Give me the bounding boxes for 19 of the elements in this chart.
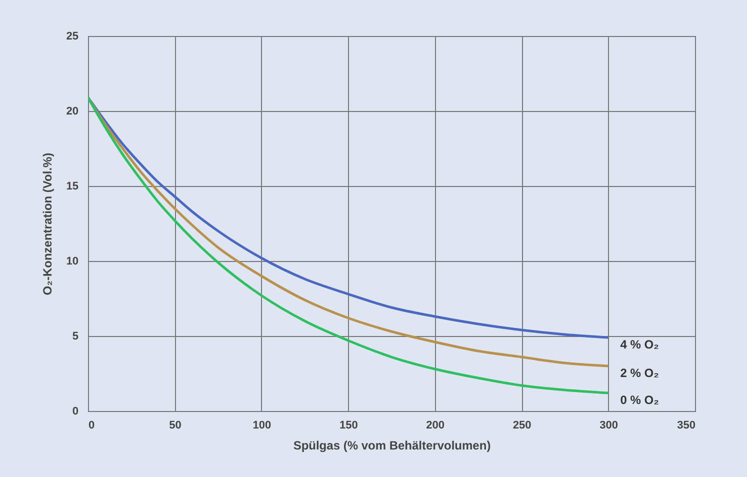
y-tick-label: 10: [66, 256, 78, 268]
x-tick-label: 350: [677, 420, 696, 432]
x-tick-label: 250: [512, 420, 532, 432]
y-tick-label: 20: [66, 106, 78, 118]
y-tick-label: 5: [72, 330, 78, 342]
x-tick-label: 300: [600, 420, 618, 432]
y-tick-label: 15: [66, 180, 78, 192]
x-tick-label: 200: [426, 420, 445, 432]
x-tick-label: 50: [169, 420, 182, 432]
x-tick-label: 100: [252, 420, 272, 432]
y-axis-title: O₂-Konzentration (Vol.%): [40, 152, 54, 296]
x-tick-label: 150: [339, 420, 358, 432]
y-tick-label: 0: [72, 406, 78, 418]
series-label: 4 % O₂: [620, 338, 659, 352]
series-label: 2 % O₂: [620, 366, 659, 380]
x-tick-label: 0: [88, 420, 95, 432]
y-tick-label: 25: [66, 30, 78, 42]
series-label: 0 % O₂: [620, 393, 659, 407]
x-axis-title: Spülgas (% vom Behältervolumen): [293, 438, 491, 452]
